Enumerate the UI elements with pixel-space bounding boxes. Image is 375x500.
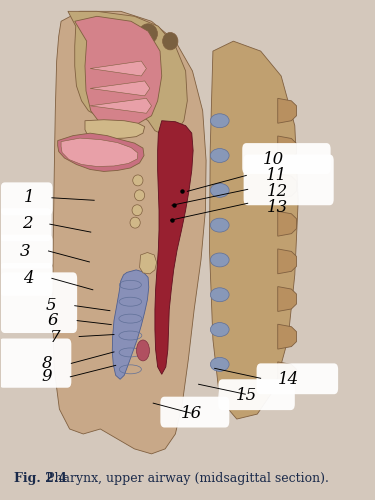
Text: 2: 2 [22,215,32,232]
Ellipse shape [130,217,140,228]
Polygon shape [278,249,297,274]
Text: 11: 11 [266,167,286,184]
Text: 12: 12 [266,183,288,200]
Polygon shape [58,133,144,172]
Polygon shape [140,252,157,274]
Polygon shape [155,120,193,374]
Ellipse shape [136,340,150,361]
Polygon shape [75,16,162,130]
Text: 14: 14 [278,371,299,388]
Polygon shape [278,324,297,349]
Ellipse shape [163,32,178,50]
FancyBboxPatch shape [160,396,229,428]
Text: Pharynx, upper airway (midsagittal section).: Pharynx, upper airway (midsagittal secti… [38,472,328,485]
Ellipse shape [210,114,229,128]
Text: 5: 5 [45,297,56,314]
FancyBboxPatch shape [0,338,71,388]
FancyBboxPatch shape [0,263,53,296]
Ellipse shape [210,148,229,162]
Text: 9: 9 [41,368,52,386]
Polygon shape [53,12,206,454]
Ellipse shape [210,358,229,372]
Text: 1: 1 [23,190,34,206]
Polygon shape [278,212,297,236]
Polygon shape [90,61,146,76]
Polygon shape [68,12,188,136]
Text: 10: 10 [263,151,284,168]
Text: 4: 4 [22,270,33,287]
Ellipse shape [132,205,142,216]
Text: 3: 3 [20,243,31,260]
FancyBboxPatch shape [218,380,295,410]
FancyBboxPatch shape [256,364,338,394]
Ellipse shape [210,184,229,198]
Polygon shape [90,98,152,114]
FancyBboxPatch shape [242,143,331,174]
Text: 16: 16 [181,404,203,421]
Polygon shape [61,138,138,166]
Ellipse shape [210,218,229,232]
FancyBboxPatch shape [0,208,51,241]
FancyBboxPatch shape [1,182,53,215]
Polygon shape [278,174,297,199]
Ellipse shape [210,322,229,336]
Ellipse shape [210,288,229,302]
Polygon shape [278,136,297,161]
Polygon shape [278,362,297,386]
Polygon shape [90,81,150,96]
Text: 13: 13 [266,199,288,216]
Polygon shape [210,41,298,419]
Polygon shape [112,270,149,380]
Text: 6: 6 [48,312,58,329]
Ellipse shape [133,175,143,186]
Text: 8: 8 [42,355,53,372]
Ellipse shape [210,253,229,267]
Ellipse shape [135,190,145,201]
FancyBboxPatch shape [0,234,53,268]
Text: 7: 7 [50,328,61,345]
Text: 15: 15 [236,386,257,404]
Polygon shape [278,286,297,312]
Text: Fig. 2.4: Fig. 2.4 [14,472,68,485]
FancyBboxPatch shape [244,154,334,205]
Polygon shape [278,98,297,123]
Ellipse shape [139,24,158,44]
FancyBboxPatch shape [1,272,77,333]
Polygon shape [85,120,145,139]
